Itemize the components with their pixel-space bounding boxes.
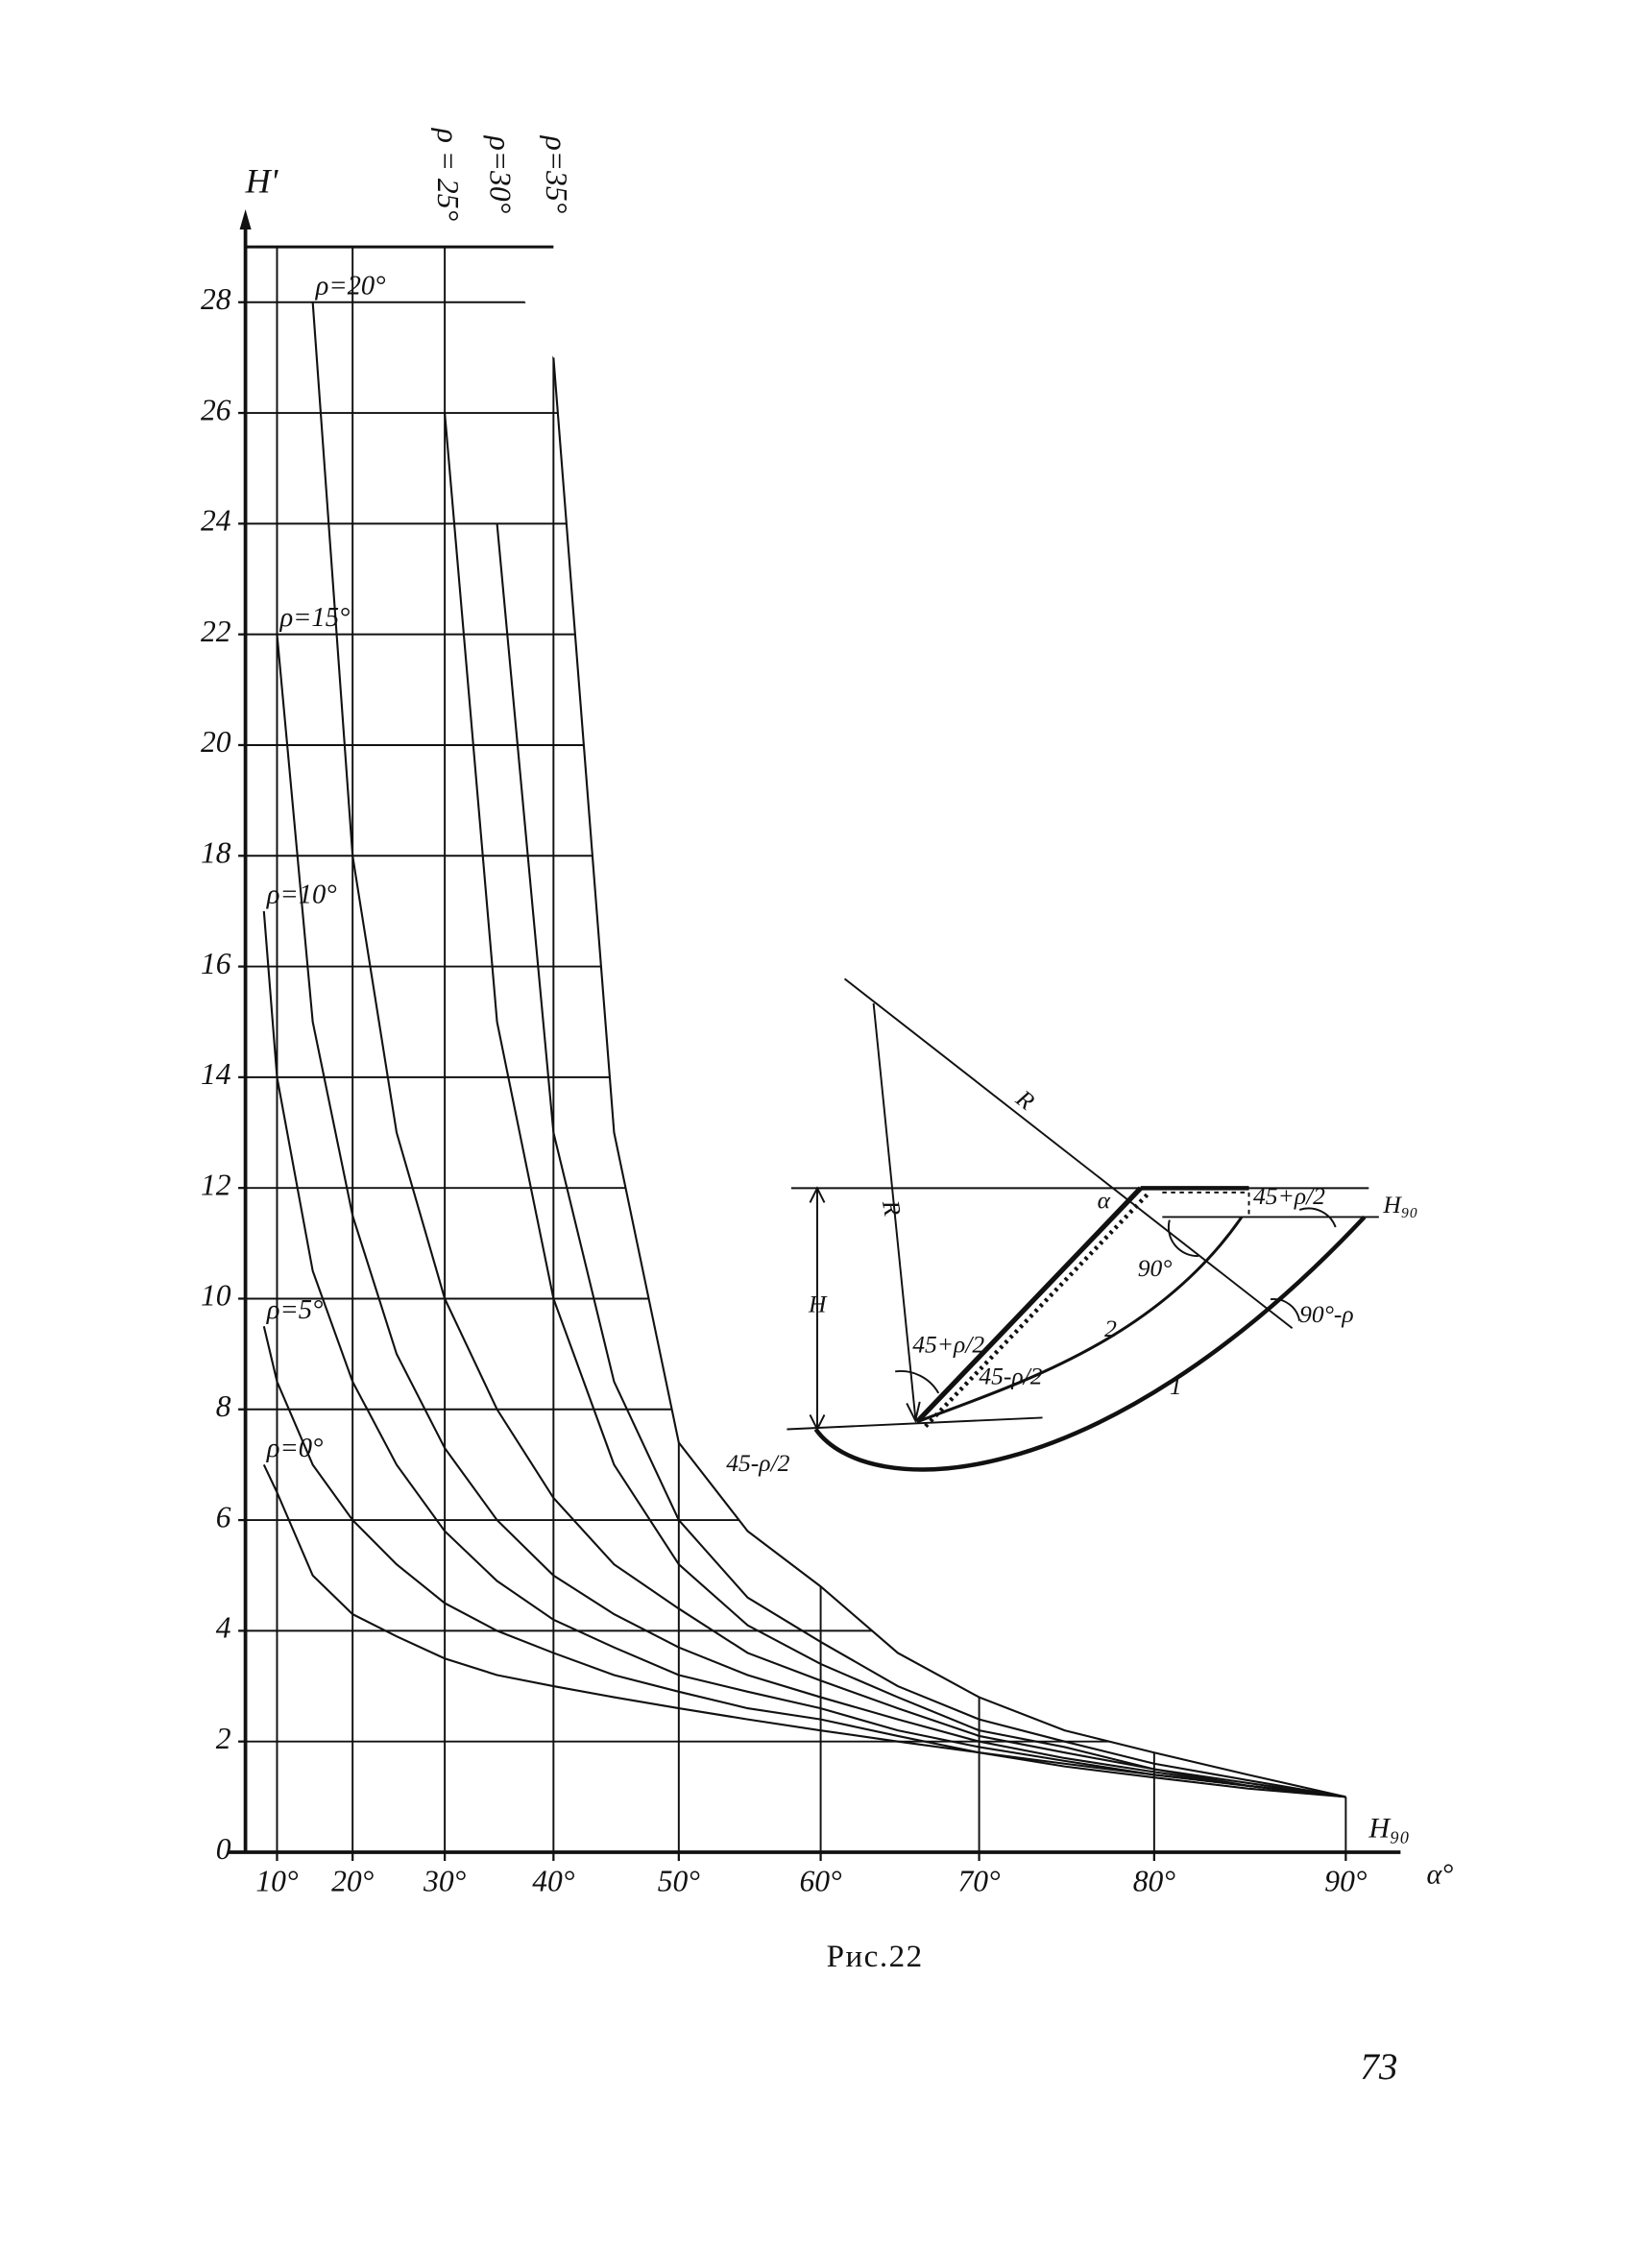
- y-tick-label: 12: [201, 1168, 231, 1201]
- series-label: ρ=30°: [483, 135, 517, 214]
- y-tick-label: 0: [216, 1832, 231, 1866]
- curve: [262, 1326, 1346, 1798]
- curve: [444, 412, 1346, 1798]
- y-tick-label: 14: [201, 1057, 231, 1091]
- y-axis-label: H': [245, 162, 279, 201]
- slope-hatching: [924, 1191, 1151, 1429]
- diagram-label: 90°: [1138, 1254, 1173, 1282]
- radius-line: [843, 977, 1294, 1329]
- curve: [311, 302, 1346, 1798]
- x-tick-label: 40°: [532, 1864, 575, 1897]
- y-tick-label: 6: [216, 1500, 231, 1533]
- slip-curve-1: [813, 1215, 1367, 1472]
- y-tick-label: 10: [201, 1279, 231, 1313]
- diagram-label: 45+ρ/2: [912, 1331, 984, 1359]
- diagram-label: H: [808, 1291, 828, 1318]
- curve: [496, 523, 1346, 1798]
- y-tick-label: 26: [201, 393, 231, 426]
- y-tick-label: 28: [201, 282, 231, 316]
- x-tick-label: 50°: [658, 1864, 701, 1897]
- x-tick-label: 60°: [799, 1864, 842, 1897]
- angle-arcs: [895, 1207, 1337, 1394]
- x-tick-label: 90°: [1324, 1864, 1368, 1897]
- y-tick-label: 2: [216, 1722, 231, 1755]
- series-label: ρ = 25°: [431, 128, 465, 222]
- curve: [552, 357, 1346, 1798]
- curve: [276, 634, 1346, 1798]
- page-number: 73: [1360, 2046, 1397, 2087]
- caption: Рис.22: [827, 1940, 924, 1974]
- slope-diagram: R R α H H₉₀ 45+ρ/2 90° 90°-ρ 2 1 45+ρ/2 …: [726, 977, 1418, 1477]
- series-label: ρ=35°: [540, 135, 573, 214]
- x-tick-label: 20°: [331, 1864, 375, 1897]
- diagram-label: H₉₀: [1382, 1191, 1417, 1218]
- x-tick-label: 70°: [957, 1864, 1001, 1897]
- x-tick-label: 80°: [1133, 1864, 1176, 1897]
- x-axis-label: α°: [1426, 1857, 1453, 1890]
- radius-line: [872, 1002, 917, 1418]
- series-label: ρ=5°: [266, 1295, 324, 1325]
- series-label: ρ=15°: [278, 603, 350, 633]
- y-tick-label: 22: [201, 615, 231, 648]
- y-tick-label: 16: [201, 947, 231, 980]
- diagram-label: 2: [1104, 1315, 1117, 1342]
- crest-box: [1162, 1191, 1250, 1218]
- diagram-label: 45-ρ/2: [979, 1363, 1042, 1390]
- base-line: [787, 1416, 1043, 1431]
- diagram-label: 45-ρ/2: [726, 1449, 789, 1477]
- y-tick-label: 8: [216, 1389, 231, 1423]
- x-tick-label: 30°: [423, 1864, 467, 1897]
- curve: [262, 910, 1346, 1798]
- slip-curve-2: [916, 1216, 1244, 1424]
- y-tick-label: 20: [201, 725, 231, 759]
- diagram-label: R: [877, 1197, 908, 1218]
- curve: [262, 1463, 1346, 1798]
- series-label: ρ=20°: [315, 271, 386, 301]
- slope-face: [914, 1186, 1143, 1424]
- y-tick-label: 24: [201, 504, 231, 538]
- h90-label: H₉₀: [1368, 1811, 1410, 1844]
- diagram-label: 45+ρ/2: [1253, 1182, 1325, 1210]
- y-tick-label: 4: [216, 1611, 231, 1645]
- diagram-label: α: [1098, 1186, 1111, 1214]
- series-label: ρ=0°: [266, 1434, 324, 1463]
- diagram-label: 90°-ρ: [1299, 1300, 1354, 1328]
- x-tick-label: 10°: [255, 1864, 299, 1897]
- y-axis-arrow: [239, 209, 252, 230]
- diagram-label: 1: [1170, 1372, 1182, 1400]
- y-tick-label: 18: [201, 836, 231, 870]
